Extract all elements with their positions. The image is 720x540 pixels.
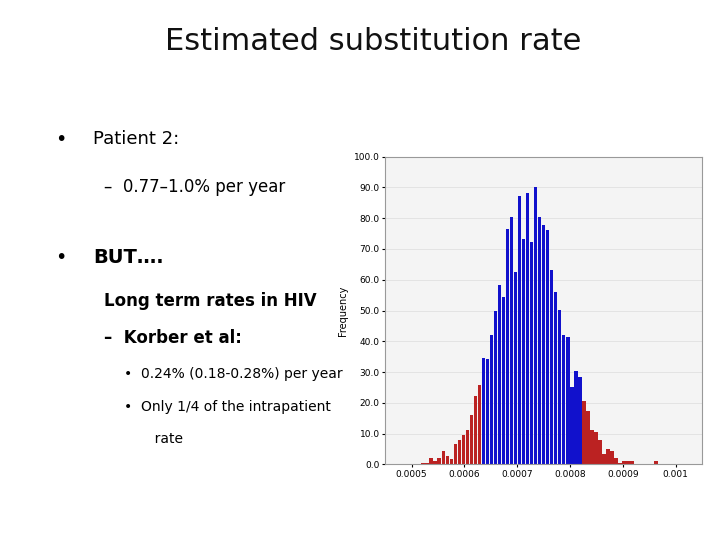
Bar	[454, 444, 457, 464]
Text: –  0.77–1.0% per year: – 0.77–1.0% per year	[104, 178, 285, 196]
Bar	[534, 187, 537, 464]
Bar	[466, 430, 469, 464]
Bar	[457, 440, 462, 464]
Bar	[482, 357, 485, 464]
Bar	[510, 217, 513, 464]
Y-axis label: Frequency: Frequency	[338, 285, 348, 336]
Bar	[574, 372, 577, 464]
Bar	[562, 335, 565, 464]
Text: Patient 2:: Patient 2:	[93, 130, 179, 147]
Bar	[541, 225, 546, 464]
Bar	[469, 415, 473, 464]
Bar	[462, 435, 465, 464]
Bar	[594, 431, 598, 464]
Text: Long term rates in HIV: Long term rates in HIV	[104, 292, 316, 309]
Bar	[494, 311, 498, 464]
Bar	[566, 337, 570, 464]
Text: –  Korber et al:: – Korber et al:	[104, 329, 241, 347]
Bar	[654, 461, 658, 464]
Bar	[518, 196, 521, 464]
Bar	[490, 335, 493, 464]
Bar	[582, 401, 585, 464]
Bar	[602, 454, 606, 464]
Bar	[546, 231, 549, 464]
Text: •  0.24% (0.18-0.28%) per year: • 0.24% (0.18-0.28%) per year	[125, 367, 343, 381]
Text: •  Only 1/4 of the intrapatient: • Only 1/4 of the intrapatient	[125, 400, 331, 414]
Bar	[586, 411, 590, 464]
Bar	[477, 385, 481, 464]
Bar	[626, 461, 630, 464]
Text: Estimated substitution rate: Estimated substitution rate	[166, 27, 582, 56]
Bar	[606, 449, 610, 464]
Bar	[618, 463, 621, 464]
Bar	[441, 451, 445, 464]
Bar	[522, 239, 526, 464]
Bar	[421, 463, 425, 464]
Bar	[530, 242, 534, 464]
Bar	[570, 387, 574, 464]
Bar	[438, 457, 441, 464]
Bar	[449, 459, 453, 464]
Bar	[502, 298, 505, 464]
Text: rate: rate	[125, 432, 184, 446]
Bar	[598, 440, 602, 464]
Text: BUT….: BUT….	[93, 248, 163, 267]
Bar	[485, 360, 490, 464]
Bar	[513, 272, 518, 464]
Bar	[538, 217, 541, 464]
Bar	[498, 286, 501, 464]
Bar	[429, 457, 433, 464]
Bar	[622, 461, 626, 464]
Bar	[558, 309, 562, 464]
Text: •: •	[55, 248, 66, 267]
Bar	[614, 457, 618, 464]
Bar	[433, 461, 437, 464]
Bar	[426, 463, 429, 464]
Bar	[550, 270, 554, 464]
Bar	[578, 376, 582, 464]
Bar	[474, 396, 477, 464]
Bar	[554, 292, 557, 464]
Bar	[505, 228, 509, 464]
Text: Population genetics of HIV: Population genetics of HIV	[9, 201, 19, 339]
Bar	[630, 461, 634, 464]
Bar	[446, 456, 449, 464]
Bar	[526, 193, 529, 464]
Bar	[610, 451, 613, 464]
Bar	[590, 430, 593, 464]
Text: •: •	[55, 130, 66, 148]
